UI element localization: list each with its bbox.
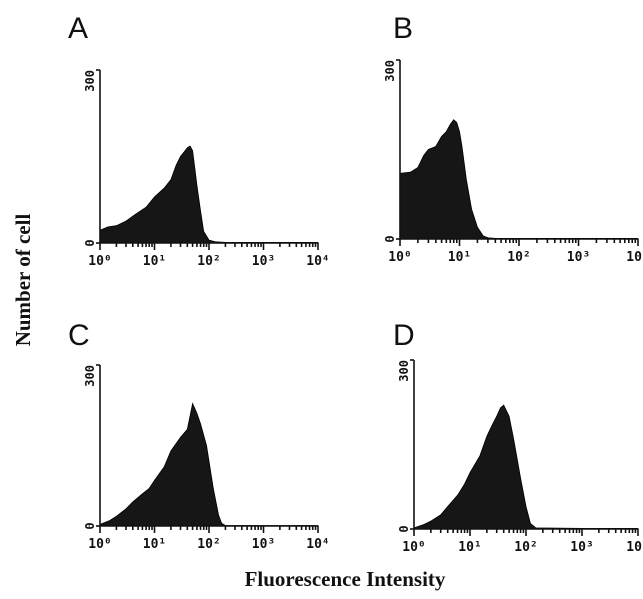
y-tick-label: 300 xyxy=(83,70,97,92)
y-tick-label: 300 xyxy=(397,360,411,382)
panel-b: B 0 300 10⁰ 10¹ 10² 10³ 10⁴ xyxy=(383,12,643,265)
x-tick-label: 10⁰ xyxy=(88,537,111,552)
x-tick-label: 10¹ xyxy=(458,540,481,555)
x-tick-label: 10⁴ xyxy=(626,250,643,265)
histogram-series-0 xyxy=(99,402,319,527)
histogram-series-0 xyxy=(413,404,639,530)
panel-c: C 0 300 10⁰ 10¹ 10² 10³ 10⁴ xyxy=(68,319,330,552)
panel-label: A xyxy=(68,12,88,45)
x-tick-label: 10³ xyxy=(252,537,275,552)
x-tick-label: 10⁴ xyxy=(306,537,329,552)
x-axis-label: Fluorescence Intensity xyxy=(245,567,446,591)
y-tick-label: 0 xyxy=(83,522,97,529)
x-tick-label: 10¹ xyxy=(143,254,166,269)
histogram-series-0 xyxy=(399,119,639,240)
panel-d: D 0 300 10⁰ 10¹ 10² 10³ 10⁴ xyxy=(393,319,643,555)
panels-group: A 0 300 10⁰ 10¹ 10² 10³ 10⁴ B 0 300 10⁰ 10¹ 10² 10³ 10⁴… xyxy=(68,12,643,555)
histogram-series-0 xyxy=(99,145,319,244)
x-tick-label: 10⁰ xyxy=(402,540,425,555)
x-tick-label: 10² xyxy=(197,537,220,552)
x-tick-label: 10⁰ xyxy=(88,254,111,269)
x-tick-label: 10⁴ xyxy=(626,540,643,555)
y-tick-label: 300 xyxy=(83,365,97,387)
x-tick-label: 10¹ xyxy=(448,250,471,265)
y-tick-label: 300 xyxy=(383,60,397,82)
x-tick-label: 10² xyxy=(197,254,220,269)
panel-label: B xyxy=(393,12,413,45)
y-tick-label: 0 xyxy=(383,235,397,242)
x-tick-label: 10⁴ xyxy=(306,254,329,269)
x-tick-label: 10² xyxy=(507,250,530,265)
x-tick-label: 10³ xyxy=(567,250,590,265)
x-tick-label: 10¹ xyxy=(143,537,166,552)
y-tick-label: 0 xyxy=(83,239,97,246)
x-tick-label: 10³ xyxy=(570,540,593,555)
panel-a: A 0 300 10⁰ 10¹ 10² 10³ 10⁴ xyxy=(68,12,330,269)
y-tick-label: 0 xyxy=(397,525,411,532)
x-tick-label: 10² xyxy=(514,540,537,555)
panel-label: D xyxy=(393,319,415,352)
x-tick-label: 10⁰ xyxy=(388,250,411,265)
x-tick-label: 10³ xyxy=(252,254,275,269)
y-axis-label: Number of cell xyxy=(11,214,35,347)
panel-label: C xyxy=(68,319,90,352)
